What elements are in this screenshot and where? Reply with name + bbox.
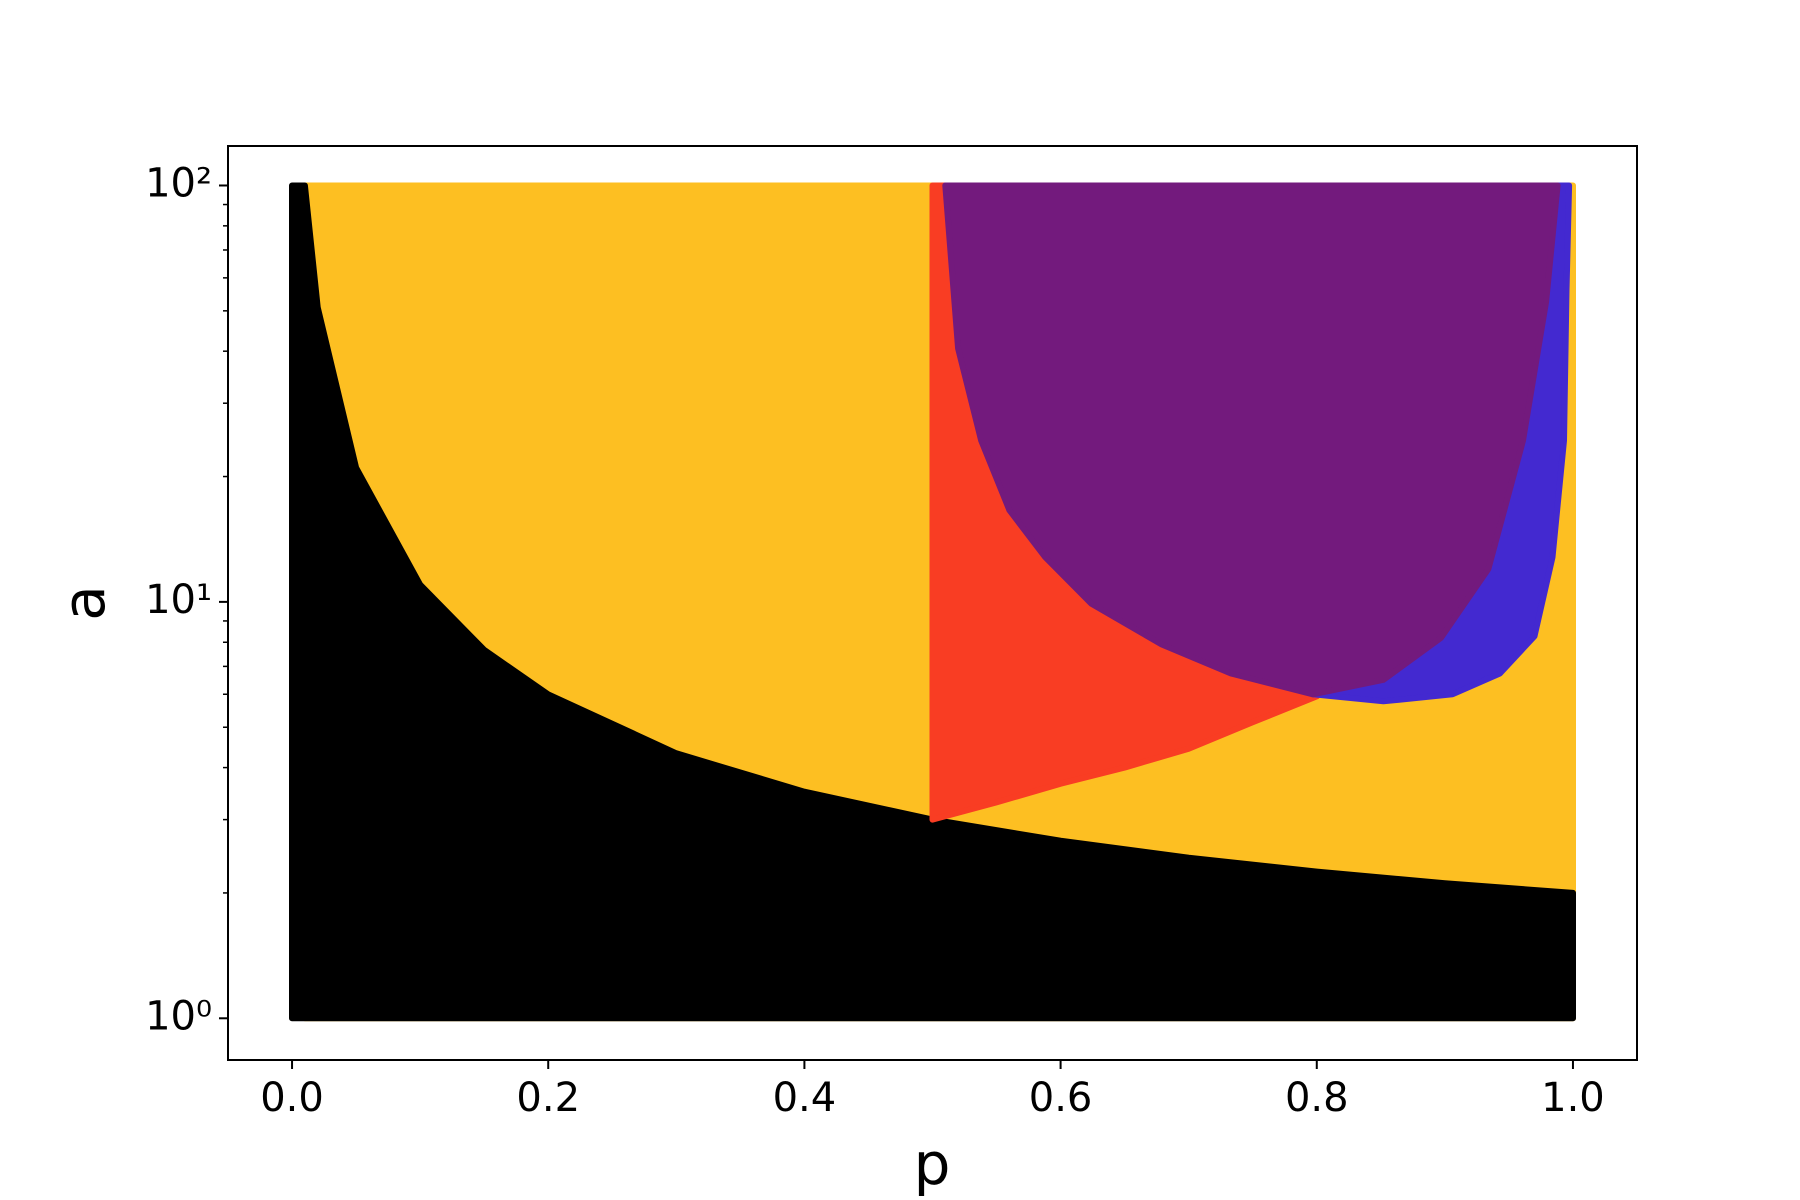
y-tick-label: 10² xyxy=(145,160,212,206)
y-tick-label: 10⁰ xyxy=(145,993,212,1039)
x-tick-label: 0.8 xyxy=(1285,1075,1349,1121)
y-tick-label: 10¹ xyxy=(145,577,212,623)
y-axis-label: a xyxy=(50,585,118,621)
plot-frame xyxy=(227,145,1638,1061)
x-tick-label: 0.0 xyxy=(260,1075,324,1121)
x-tick-label: 0.2 xyxy=(516,1075,580,1121)
x-axis-label: p xyxy=(914,1130,951,1198)
x-tick-label: 0.6 xyxy=(1029,1075,1093,1121)
x-tick-label: 0.4 xyxy=(773,1075,837,1121)
region xyxy=(942,182,1561,698)
region xyxy=(289,182,1576,1022)
x-tick-label: 1.0 xyxy=(1541,1075,1605,1121)
